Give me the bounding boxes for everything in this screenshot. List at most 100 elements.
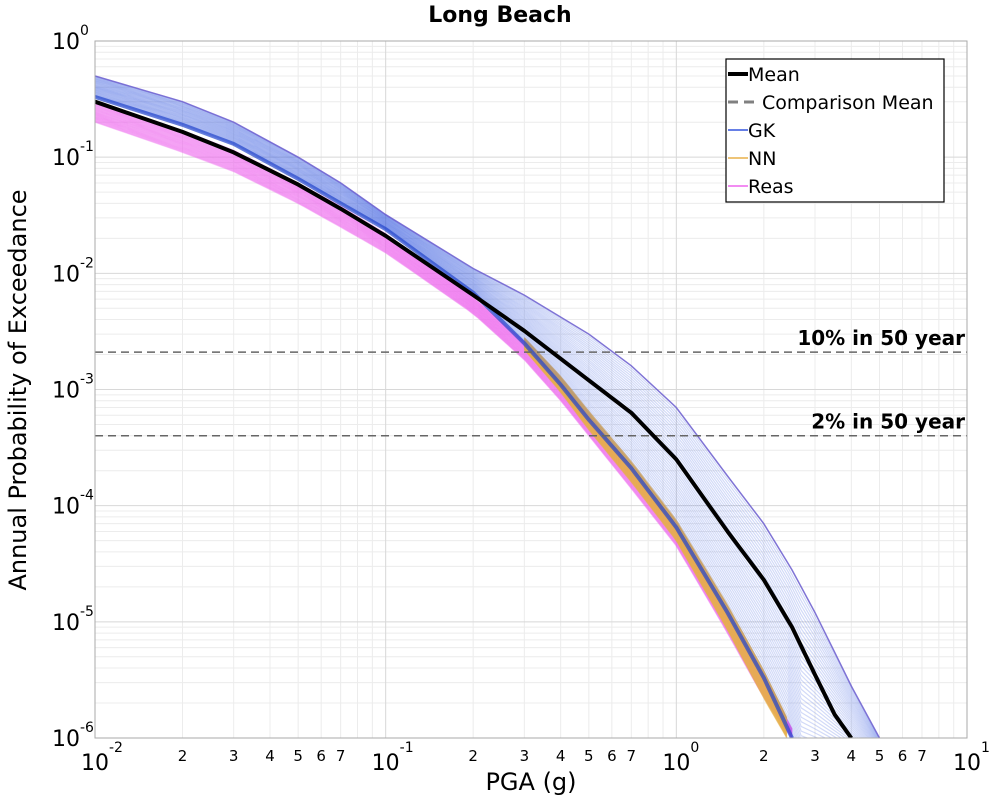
x-tick-label: 10: [953, 751, 981, 776]
gk-band-curve: [95, 91, 819, 738]
gk-band-curve: [95, 81, 874, 738]
reas-band-curve: [95, 119, 793, 738]
x-axis-label: PGA (g): [485, 768, 576, 796]
y-tick-exponent: -6: [80, 720, 94, 736]
x-minor-tick-label: 3: [810, 747, 820, 765]
y-tick-exponent: -2: [80, 255, 94, 271]
nn-band-curve: [523, 337, 788, 718]
gk-band-curve: [95, 78, 878, 738]
gk-band-curve: [95, 85, 864, 738]
reas-band-curve: [95, 118, 793, 737]
y-tick-label: 10: [52, 146, 80, 171]
x-minor-tick-label: 3: [520, 747, 530, 765]
x-minor-tick-label: 7: [336, 747, 346, 765]
x-tick-label: 10: [81, 751, 109, 776]
gk-band-curve: [95, 76, 880, 738]
y-tick-exponent: 0: [80, 23, 89, 39]
y-tick-label: 10: [52, 611, 80, 636]
legend: Mean Comparison Mean GK NN Reas: [725, 58, 945, 203]
reference-line-label: 10% in 50 year: [797, 326, 965, 350]
legend-label-reas: Reas: [748, 176, 794, 198]
x-minor-tick-label: 3: [229, 747, 239, 765]
reas-band-curve: [95, 121, 793, 738]
gk-band-curve: [95, 90, 833, 738]
x-tick-label: 10: [372, 751, 400, 776]
plot-frame: [94, 40, 968, 739]
gk-band-curve: [95, 93, 800, 738]
gk-band-curve: [95, 84, 865, 738]
gk-band-curve: [95, 80, 875, 738]
x-minor-tick-label: 6: [898, 747, 908, 765]
reas-band-curve: [95, 119, 793, 738]
reas-band-curve: [95, 120, 793, 738]
gk-band-curve: [95, 88, 850, 738]
gk-band-curve: [95, 82, 871, 738]
x-minor-tick-label: 4: [556, 747, 566, 765]
gk-band-curve: [95, 92, 809, 738]
x-minor-tick-label: 6: [316, 747, 326, 765]
x-tick-label: 10: [662, 751, 690, 776]
reas-band-curve: [95, 120, 793, 738]
gk-band-curve: [95, 77, 879, 738]
y-tick-label: 10: [52, 379, 80, 404]
x-tick-exponent: 0: [690, 740, 699, 756]
reference-line-label: 2% in 50 year: [811, 410, 965, 434]
legend-box: [725, 58, 945, 203]
x-minor-tick-label: 2: [178, 747, 188, 765]
gk-band-curve: [95, 90, 838, 738]
y-tick-label: 10: [52, 495, 80, 520]
x-tick-exponent: 1: [981, 740, 990, 756]
gk-band-curve: [95, 86, 860, 738]
y-tick-exponent: -5: [80, 604, 94, 620]
y-tick-exponent: -1: [80, 139, 94, 155]
gk-band-curve: [95, 89, 847, 738]
x-tick-exponent: -1: [400, 740, 414, 756]
x-minor-tick-label: 7: [917, 747, 927, 765]
y-tick-label: 10: [52, 30, 80, 55]
mean-line-group: [95, 99, 853, 738]
gk-band-curve: [95, 76, 879, 738]
gk-band-curve: [95, 87, 855, 738]
gk-band-curve: [95, 81, 873, 738]
x-minor-tick-label: 4: [847, 747, 857, 765]
x-minor-tick-label: 7: [627, 747, 637, 765]
x-minor-tick-label: 5: [293, 747, 303, 765]
y-tick-exponent: -4: [80, 488, 94, 504]
gk-band-curve: [95, 80, 874, 738]
y-tick-exponent: -3: [80, 372, 94, 388]
chart-title: Long Beach: [428, 3, 571, 28]
x-minor-tick-label: 2: [759, 747, 769, 765]
gk-band-curve: [95, 91, 827, 738]
legend-label-gk: GK: [748, 120, 776, 142]
y-tick-label: 10: [52, 727, 80, 752]
gk-band-curve: [95, 87, 853, 738]
reas-band-curve: [95, 118, 793, 737]
legend-label-mean: Mean: [748, 64, 800, 86]
mean-line: [95, 99, 853, 738]
gk-band-curve: [95, 78, 877, 738]
gk-upper-edge: [95, 75, 881, 738]
reas-band-curve: [95, 121, 793, 738]
x-tick-exponent: -2: [109, 740, 123, 756]
x-minor-tick-label: 4: [265, 747, 275, 765]
x-minor-tick-label: 5: [875, 747, 885, 765]
x-minor-tick-label: 2: [468, 747, 478, 765]
legend-label-nn: NN: [748, 148, 776, 170]
gk-band-curve: [95, 86, 858, 738]
legend-label-comparison-mean: Comparison Mean: [762, 92, 934, 114]
gk-band-curve: [95, 82, 872, 738]
gk-band-curve: [95, 79, 876, 738]
gk-band-curve: [95, 92, 801, 738]
gk-band-curve: [95, 89, 843, 738]
gk-band-curve: [95, 85, 862, 738]
y-axis-label: Annual Probability of Exceedance: [4, 189, 32, 590]
gk-band-curve: [95, 84, 867, 738]
gk-band-curve: [95, 79, 877, 738]
x-minor-tick-label: 5: [584, 747, 594, 765]
gk-lower-edge: [95, 94, 794, 738]
y-tick-label: 10: [52, 262, 80, 287]
